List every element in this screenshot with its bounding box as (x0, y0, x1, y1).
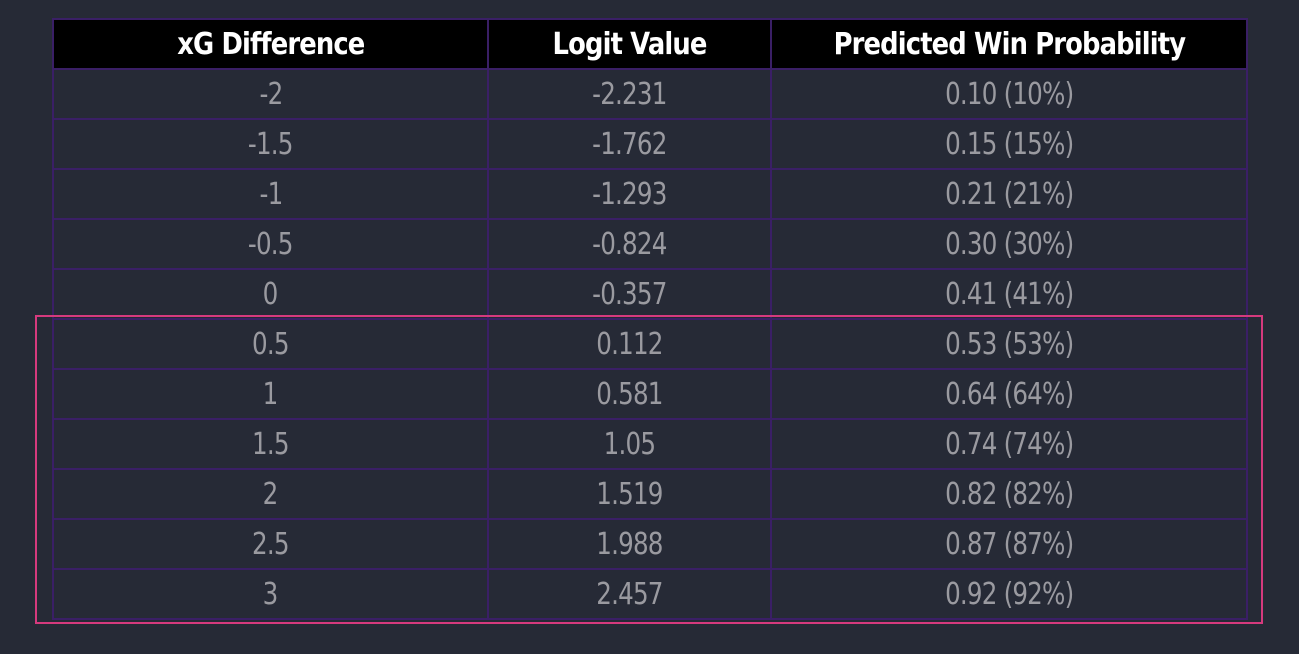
table-row: -2 -2.231 0.10 (10%) (52, 68, 1248, 120)
logit-value-cell: 1.05 (487, 418, 772, 470)
xg-difference-cell: -1 (52, 168, 489, 220)
logit-value-cell: -2.231 (487, 68, 772, 120)
win-probability-cell-text: 0.92 (92%) (944, 576, 1074, 612)
xg-difference-cell-text: -0.5 (248, 226, 294, 262)
xg-difference-cell-text: -2 (259, 76, 283, 112)
logit-value-cell: 0.581 (487, 368, 772, 420)
xg-difference-cell: 1 (52, 368, 489, 420)
logit-value-cell: 2.457 (487, 568, 772, 620)
logit-value-cell-text: 1.05 (603, 426, 656, 462)
xg-difference-cell-text: 2.5 (252, 526, 289, 562)
win-probability-table: xG Difference Logit Value Predicted Win … (52, 18, 1248, 620)
win-probability-cell-text: 0.64 (64%) (944, 376, 1074, 412)
logit-value-cell-text: 0.112 (596, 326, 663, 362)
table-row: 2 1.519 0.82 (82%) (52, 468, 1248, 520)
xg-difference-cell-text: 1.5 (252, 426, 289, 462)
xg-difference-cell: -2 (52, 68, 489, 120)
logit-value-cell-text: -0.357 (592, 276, 667, 312)
table-row: -0.5 -0.824 0.30 (30%) (52, 218, 1248, 270)
win-probability-cell-text: 0.30 (30%) (944, 226, 1074, 262)
logit-value-cell-text: 1.519 (596, 476, 663, 512)
xg-difference-cell-text: 2 (263, 476, 279, 512)
logit-value-cell: -1.293 (487, 168, 772, 220)
xg-difference-cell: 3 (52, 568, 489, 620)
table-row: 3 2.457 0.92 (92%) (52, 568, 1248, 620)
xg-difference-cell: 0.5 (52, 318, 489, 370)
win-probability-cell-text: 0.87 (87%) (944, 526, 1074, 562)
win-probability-cell: 0.74 (74%) (770, 418, 1248, 470)
win-probability-cell: 0.82 (82%) (770, 468, 1248, 520)
win-probability-cell: 0.30 (30%) (770, 218, 1248, 270)
data-table-container: xG Difference Logit Value Predicted Win … (52, 18, 1248, 620)
logit-value-cell-text: -1.293 (592, 176, 667, 212)
table-row: -1 -1.293 0.21 (21%) (52, 168, 1248, 220)
win-probability-cell-text: 0.15 (15%) (944, 126, 1074, 162)
xg-difference-cell: 0 (52, 268, 489, 320)
win-probability-cell-text: 0.21 (21%) (944, 176, 1074, 212)
logit-value-cell-text: 1.988 (596, 526, 663, 562)
logit-value-cell-text: -0.824 (592, 226, 667, 262)
header-row: xG Difference Logit Value Predicted Win … (52, 18, 1248, 70)
header-xg-difference-label: xG Difference (176, 26, 365, 62)
xg-difference-cell: 2 (52, 468, 489, 520)
logit-value-cell: 0.112 (487, 318, 772, 370)
header-logit-value: Logit Value (487, 18, 772, 70)
win-probability-cell: 0.53 (53%) (770, 318, 1248, 370)
win-probability-cell-text: 0.82 (82%) (944, 476, 1074, 512)
table-row: 0.5 0.112 0.53 (53%) (52, 318, 1248, 370)
xg-difference-cell-text: -1.5 (248, 126, 294, 162)
table-row: 1.5 1.05 0.74 (74%) (52, 418, 1248, 470)
win-probability-cell-text: 0.74 (74%) (944, 426, 1074, 462)
header-predicted-win-probability-label: Predicted Win Probability (833, 26, 1185, 62)
header-xg-difference: xG Difference (52, 18, 489, 70)
win-probability-cell-text: 0.10 (10%) (944, 76, 1074, 112)
xg-difference-cell: 2.5 (52, 518, 489, 570)
win-probability-cell: 0.64 (64%) (770, 368, 1248, 420)
logit-value-cell: -1.762 (487, 118, 772, 170)
win-probability-cell-text: 0.53 (53%) (944, 326, 1074, 362)
win-probability-cell: 0.87 (87%) (770, 518, 1248, 570)
xg-difference-cell-text: 3 (263, 576, 279, 612)
logit-value-cell: 1.988 (487, 518, 772, 570)
table-body: -2 -2.231 0.10 (10%) -1.5 -1.762 0.15 (15%) -1… (52, 68, 1248, 620)
xg-difference-cell-text: 0.5 (252, 326, 289, 362)
table-row: 1 0.581 0.64 (64%) (52, 368, 1248, 420)
win-probability-cell: 0.21 (21%) (770, 168, 1248, 220)
logit-value-cell-text: 0.581 (596, 376, 663, 412)
win-probability-cell-text: 0.41 (41%) (944, 276, 1074, 312)
header-predicted-win-probability: Predicted Win Probability (770, 18, 1248, 70)
table-row: 0 -0.357 0.41 (41%) (52, 268, 1248, 320)
win-probability-cell: 0.41 (41%) (770, 268, 1248, 320)
logit-value-cell-text: -2.231 (592, 76, 667, 112)
xg-difference-cell-text: 1 (263, 376, 279, 412)
win-probability-cell: 0.10 (10%) (770, 68, 1248, 120)
table-row: -1.5 -1.762 0.15 (15%) (52, 118, 1248, 170)
xg-difference-cell-text: 0 (263, 276, 279, 312)
xg-difference-cell-text: -1 (259, 176, 283, 212)
xg-difference-cell: -0.5 (52, 218, 489, 270)
logit-value-cell: -0.824 (487, 218, 772, 270)
table-row: 2.5 1.988 0.87 (87%) (52, 518, 1248, 570)
xg-difference-cell: 1.5 (52, 418, 489, 470)
xg-difference-cell: -1.5 (52, 118, 489, 170)
logit-value-cell: -0.357 (487, 268, 772, 320)
logit-value-cell-text: -1.762 (592, 126, 667, 162)
logit-value-cell-text: 2.457 (596, 576, 663, 612)
logit-value-cell: 1.519 (487, 468, 772, 520)
win-probability-cell: 0.92 (92%) (770, 568, 1248, 620)
header-logit-value-label: Logit Value (552, 26, 707, 62)
win-probability-cell: 0.15 (15%) (770, 118, 1248, 170)
